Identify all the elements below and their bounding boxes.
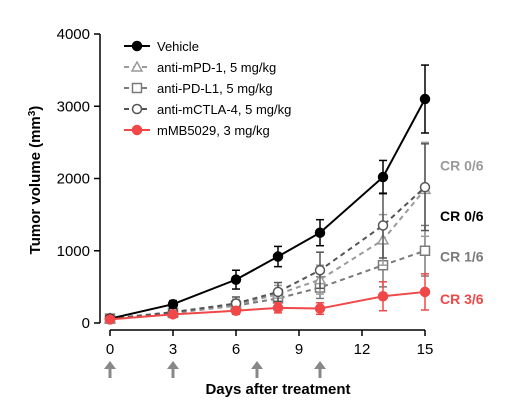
legend-marker <box>131 103 143 115</box>
x-tick-label: 6 <box>232 341 240 358</box>
treatment-arrow-icon <box>167 361 179 378</box>
treatment-arrow-head <box>314 361 326 369</box>
legend-entry: anti-mCTLA-4, 5 mg/kg <box>157 102 291 117</box>
data-point <box>314 303 326 314</box>
y-axis-title: Tumor volume (mm3) <box>27 106 45 255</box>
data-point <box>377 220 389 231</box>
legend-entry: anti-mPD-1, 5 mg/kg <box>157 60 276 75</box>
cr-annotation: CR 0/6 <box>440 157 484 173</box>
data-point <box>272 302 284 314</box>
series-line <box>109 188 426 320</box>
legend-marker <box>130 60 144 72</box>
cr-annotation: CR 1/6 <box>440 249 484 265</box>
data-point <box>377 171 389 183</box>
series-4 <box>104 273 431 325</box>
y-axis-title-sup: 3 <box>27 110 38 116</box>
series-layer <box>103 64 432 325</box>
treatment-arrow-head <box>104 361 116 369</box>
data-point <box>272 251 284 262</box>
y-tick-label: 2000 <box>57 171 90 188</box>
legend-entry: mMB5029, 3 mg/kg <box>157 123 270 138</box>
treatment-arrow-icon <box>251 361 263 378</box>
cr-annotation: CR 3/6 <box>440 291 484 307</box>
data-point <box>272 286 284 298</box>
x-tick-label: 3 <box>169 341 177 358</box>
data-point <box>419 93 431 105</box>
legend-entry: Vehicle <box>157 39 199 54</box>
x-tick-label: 0 <box>106 341 114 358</box>
legend-marker <box>131 40 143 52</box>
data-point <box>167 309 179 320</box>
legend: Vehicle anti-mPD-1, 5 mg/kg anti-PD-L1, 5 … <box>124 39 291 138</box>
x-tick-label: 9 <box>295 341 303 358</box>
data-point <box>377 291 389 302</box>
y-tick-label: 3000 <box>57 98 90 115</box>
legend-marker <box>131 82 143 94</box>
treatment-arrow-icon <box>314 361 326 378</box>
treatment-arrow-icon <box>104 361 116 378</box>
y-tick-label: 0 <box>82 315 90 332</box>
series-line <box>109 186 426 320</box>
y-tick-label: 1000 <box>57 243 90 260</box>
data-point <box>419 286 431 298</box>
data-point <box>230 305 242 316</box>
annotations: CR 0/6 CR 0/6 CR 1/6 CR 3/6 <box>440 157 484 307</box>
cr-annotation: CR 0/6 <box>440 208 484 224</box>
series-0 <box>104 64 431 324</box>
data-point <box>167 298 179 310</box>
series-line <box>109 290 426 321</box>
legend-marker <box>131 124 143 136</box>
x-axis-title: Days after treatment <box>205 381 350 398</box>
treatment-arrow-head <box>167 361 179 369</box>
x-tick-label: 12 <box>354 341 371 358</box>
treatment-arrow-head <box>251 361 263 369</box>
legend-entry: anti-PD-L1, 5 mg/kg <box>157 81 273 96</box>
data-point <box>104 314 116 325</box>
data-point <box>419 181 431 193</box>
axes: 0 1000 2000 3000 4000 0 3 6 9 12 15 <box>57 26 434 378</box>
y-tick-label: 4000 <box>57 26 90 43</box>
data-point <box>314 227 326 238</box>
x-tick-label: 15 <box>417 341 434 358</box>
y-axis-title-main: Tumor volume (mm <box>27 116 44 254</box>
data-point <box>419 245 431 256</box>
data-point <box>230 274 242 285</box>
y-axis-title-close: ) <box>27 106 44 111</box>
data-point <box>314 265 326 276</box>
